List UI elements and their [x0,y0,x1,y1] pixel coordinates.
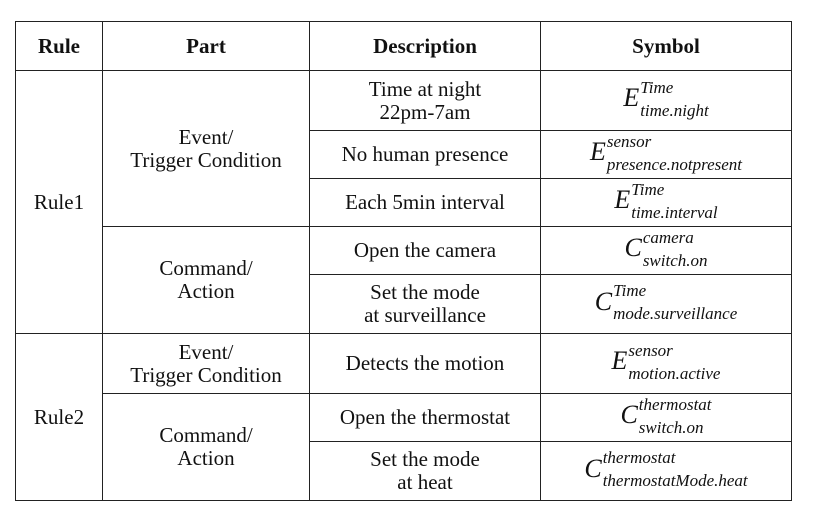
description-line1: Open the thermostat [339,405,511,429]
description-line1: Set the mode [370,280,480,304]
description-cell: No human presence [309,130,541,179]
symbol-formula: E Time time.night [623,79,709,120]
symbol-superscript: sensor [628,340,673,360]
rules-table: Rule Part Description Symbol Rule1 Event… [15,21,792,501]
description-cell: Each 5min interval [309,178,541,227]
table-row: Set the mode at surveillance C Time mode.s… [16,274,792,334]
table-row: Each 5min interval E Time time.interval [16,178,792,227]
symbol-subscript: thermostatMode.heat [602,471,748,491]
part-line2: Trigger Condition [130,362,282,387]
symbol-cell: E Time time.night [540,70,792,131]
description-line2: at heat [397,470,453,494]
part-line1: Event/ [178,124,234,149]
description-cell: Time at night 22pm-7am [309,70,541,131]
description-line1: Open the camera [353,238,497,262]
description-line1: Each 5min interval [345,190,505,214]
part-cell: Event/ Trigger Condition [102,70,310,227]
part-cell: Command/ Action [102,226,310,334]
symbol-superscript: Time [631,179,665,199]
symbol-base: E [614,185,631,215]
part-line2: Action [177,279,235,303]
description-line1: No human presence [341,142,509,166]
symbol-subscript: time.interval [631,202,718,222]
part-line1: Command/ [159,256,253,280]
rule-name-cell: Rule1 [15,70,103,334]
part-cell: Command/ Action [102,393,310,501]
part-line2: Action [177,446,235,470]
symbol-subscript: motion.active [628,363,721,383]
symbol-base: C [594,286,613,316]
description-cell: Detects the motion [309,333,541,394]
symbol-cell: C Time mode.surveillance [540,274,792,334]
description-line2: 22pm-7am [379,99,471,124]
header-part: Part [102,21,310,71]
part-line1: Command/ [159,423,253,447]
symbol-subscript: switch.on [638,417,704,437]
symbol-base: C [584,453,602,483]
part-cell: Event/ Trigger Condition [102,333,310,394]
symbol-cell: E Time time.interval [540,178,792,227]
table-row: Rule1 Event/ Trigger Condition Time at n… [15,70,792,334]
part-line1: Event/ [178,339,234,364]
symbol-superscript: sensor [606,131,652,151]
description-line1: Detects the motion [345,351,505,375]
table-row: Rule2 Event/ Trigger Condition Detects t… [15,333,792,501]
description-cell: Open the camera [309,226,541,275]
rule-name-cell: Rule2 [15,333,103,501]
symbol-base: E [589,137,606,167]
symbol-formula: C Time mode.surveillance [594,282,738,324]
description-line2: at surveillance [364,303,486,327]
symbol-subscript: switch.on [642,250,708,270]
description-cell: Open the thermostat [309,393,541,442]
header-symbol: Symbol [540,21,792,71]
description-line1: Set the mode [370,447,480,471]
symbol-subscript: time.night [640,100,709,120]
description-cell: Set the mode at heat [309,441,541,501]
description-cell: Set the mode at surveillance [309,274,541,334]
symbol-subscript: mode.surveillance [613,304,738,324]
symbol-superscript: thermostat [602,448,676,468]
header-rule: Rule [15,21,103,71]
symbol-subscript: presence.notpresent [606,154,743,174]
symbol-superscript: camera [642,227,694,247]
symbol-base: C [624,233,642,263]
symbol-superscript: Time [613,281,647,301]
header-row: Rule Part Description Symbol [15,21,792,71]
symbol-formula: E Time time.interval [614,181,718,222]
symbol-base: E [611,346,628,376]
header-description: Description [309,21,541,71]
symbol-superscript: thermostat [638,394,712,414]
symbol-superscript: Time [640,77,674,97]
symbol-base: C [620,400,638,430]
symbol-base: E [623,83,640,113]
description-line1: Time at night [368,76,482,101]
part-line2: Trigger Condition [130,147,282,172]
